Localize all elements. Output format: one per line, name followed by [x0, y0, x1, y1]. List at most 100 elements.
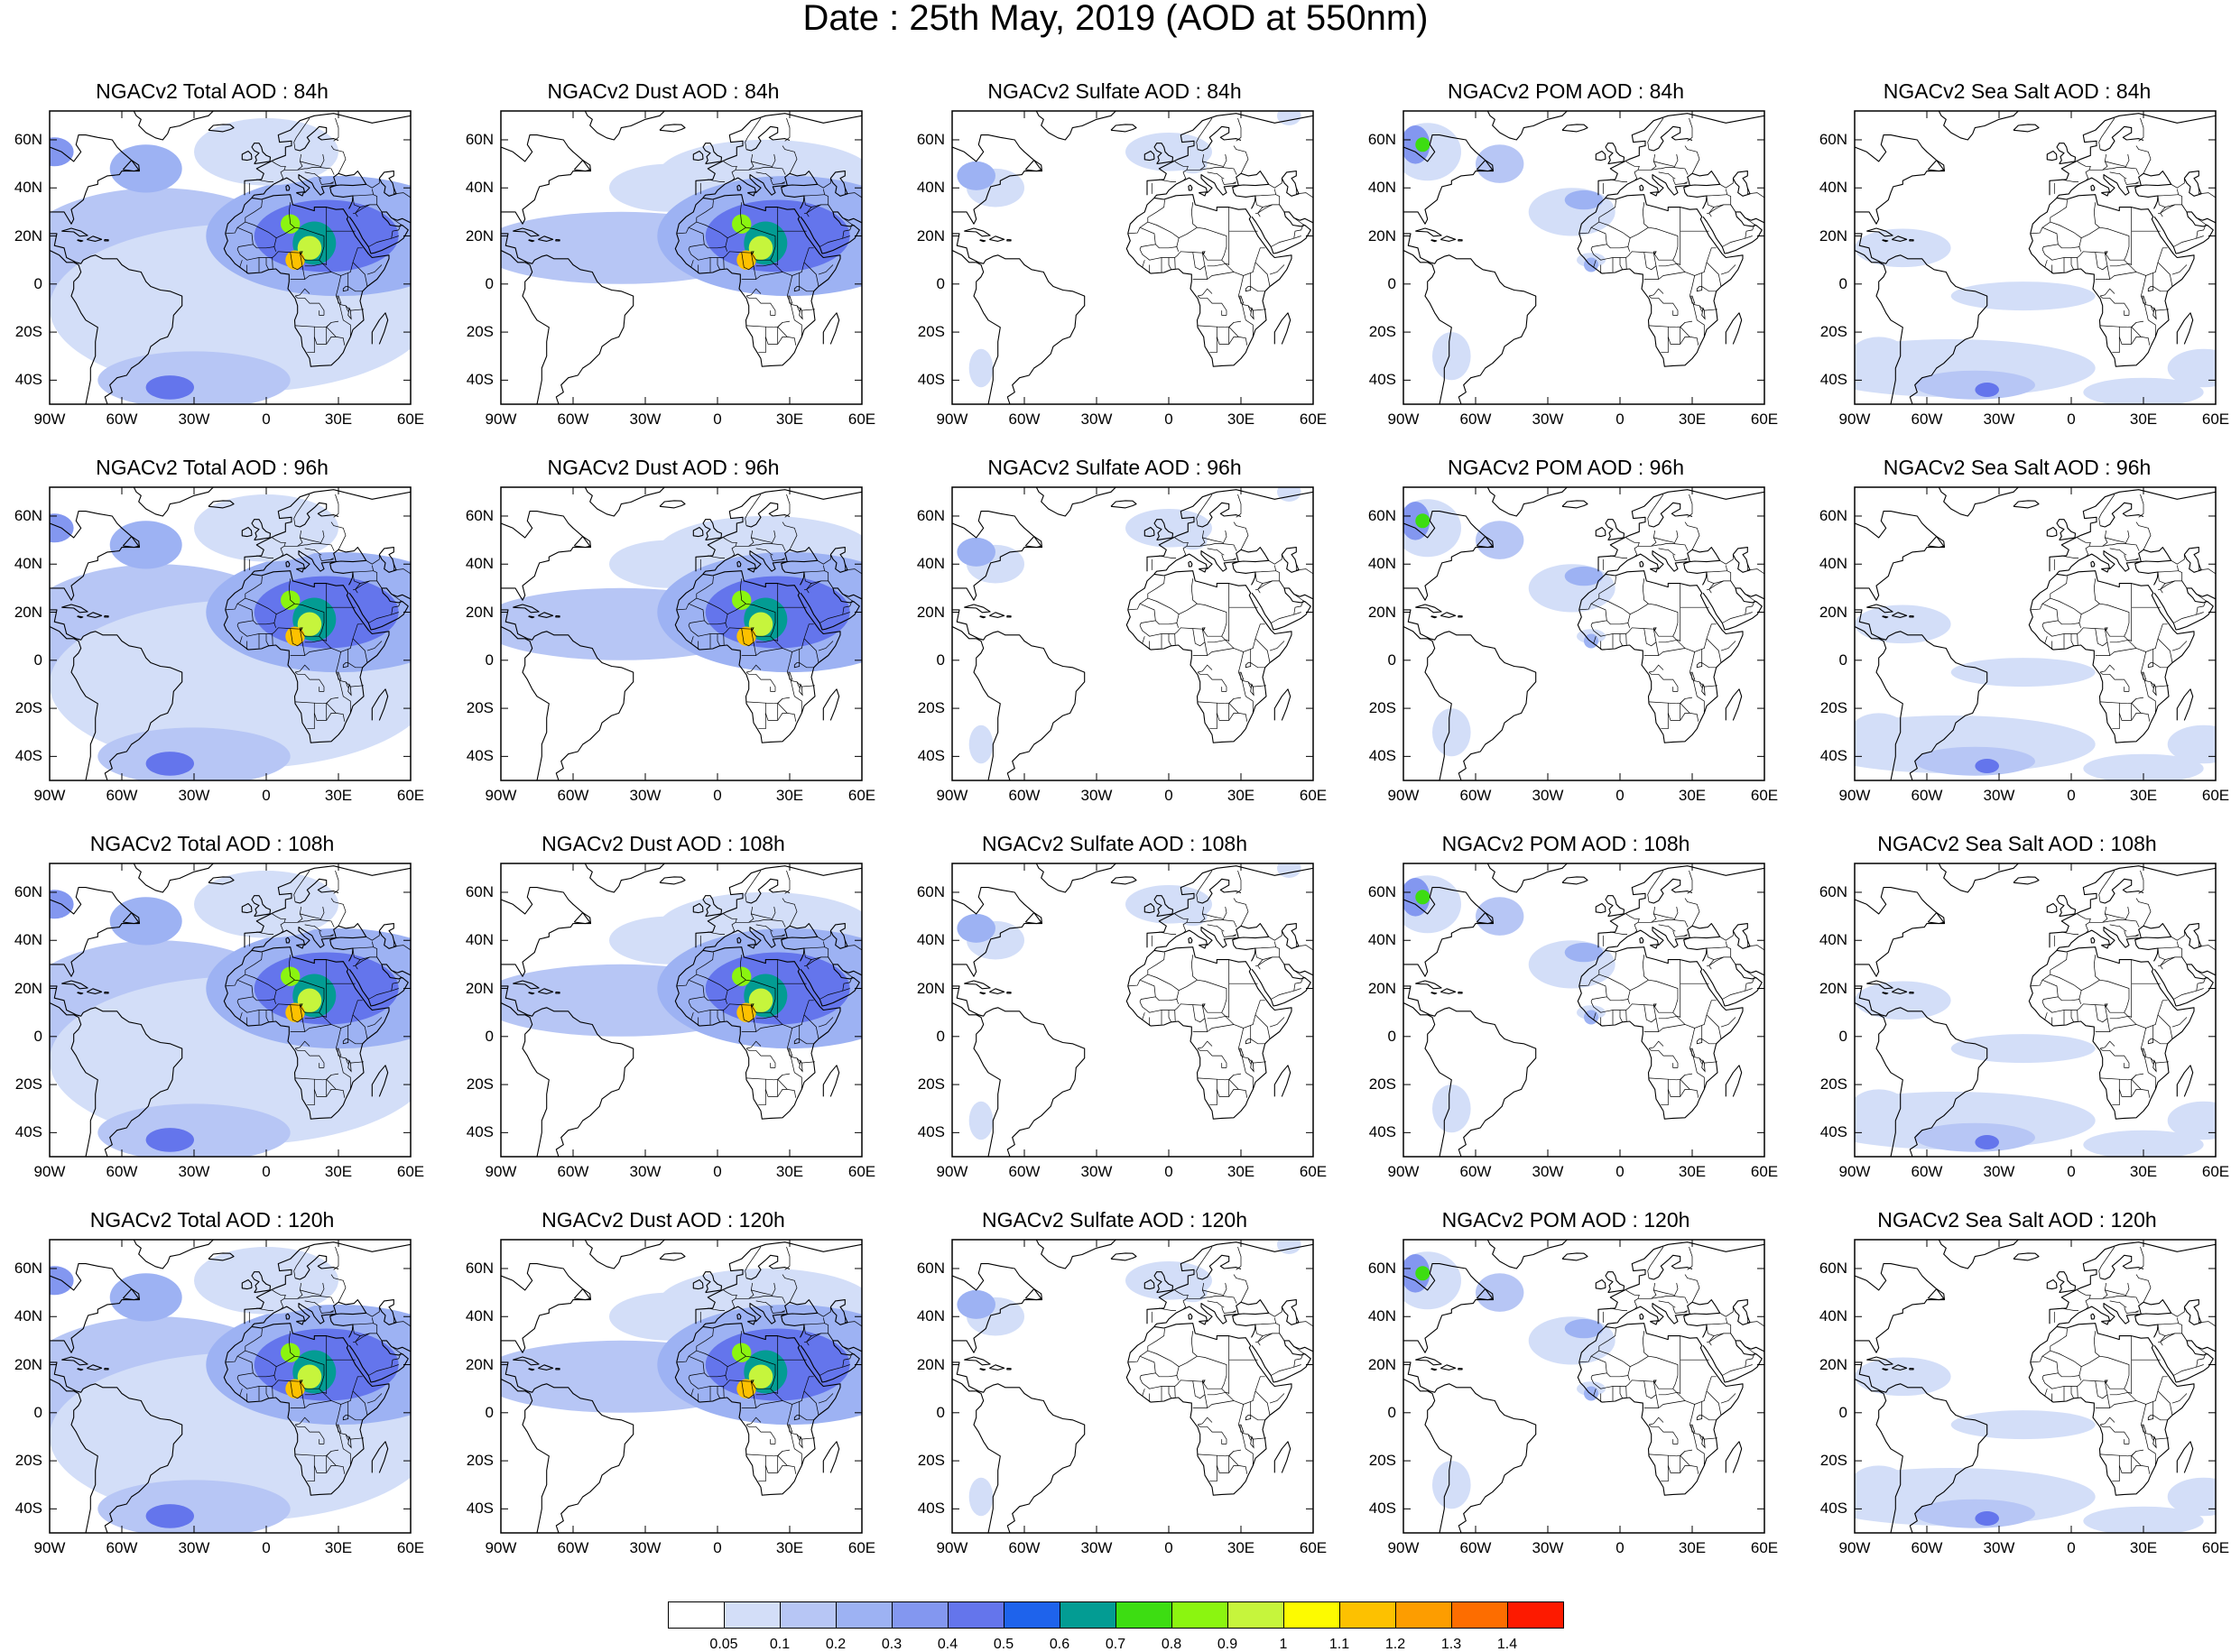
country-border	[2157, 1317, 2180, 1325]
country-border	[366, 264, 383, 275]
aod-field-region	[1855, 981, 1951, 1020]
lon-tick-label: 0	[262, 411, 271, 428]
map-plot-area	[951, 110, 1314, 405]
coastline	[371, 1441, 389, 1473]
country-border	[304, 924, 322, 932]
country-border	[2196, 217, 2209, 227]
coastline	[573, 1288, 592, 1301]
country-border	[817, 1306, 831, 1317]
country-border	[245, 597, 277, 628]
lat-tick-label: 20N	[916, 226, 945, 245]
coastline	[1153, 1271, 1174, 1294]
coastline	[1035, 111, 1116, 141]
map-plot-area	[500, 1239, 863, 1534]
coastline	[1486, 111, 1568, 141]
lat-tick-label: 40S	[1819, 1500, 1847, 1518]
country-border	[1228, 337, 1239, 345]
coastline	[1006, 1367, 1012, 1371]
lat-tick-label: 40N	[916, 931, 945, 949]
coastline	[285, 184, 291, 191]
country-border	[1658, 548, 1676, 556]
lat-tick-label: 40N	[1367, 179, 1396, 197]
country-border	[731, 541, 737, 558]
country-border	[781, 1310, 785, 1313]
country-border	[741, 1380, 757, 1408]
country-border	[1268, 1306, 1282, 1317]
lake-outline	[2147, 1415, 2154, 1421]
coastline	[1153, 143, 1174, 165]
coastline	[1597, 489, 1764, 572]
aod-field-region	[1476, 521, 1524, 559]
coastline	[61, 980, 88, 990]
country-border	[745, 870, 762, 902]
coastline	[528, 992, 535, 995]
lon-tick-label: 60E	[847, 1539, 876, 1556]
coastline	[822, 1441, 840, 1473]
coastline	[1143, 1278, 1155, 1290]
country-border	[690, 636, 694, 644]
coastline	[1188, 184, 1193, 191]
panel-title: NGACv2 Total AOD : 84h	[96, 79, 329, 103]
country-border	[1687, 494, 1693, 518]
country-border	[2171, 930, 2185, 941]
lat-tick-label: 0	[33, 1027, 42, 1045]
coastline	[1415, 227, 1442, 237]
country-border	[1638, 906, 1657, 923]
coastline	[800, 964, 862, 1007]
lat-tick-label: 40N	[465, 1307, 494, 1325]
aod-field-region	[1277, 487, 1301, 502]
lon-tick-label: 90W	[1387, 787, 1420, 804]
lake-outline	[750, 251, 754, 255]
coastline	[244, 1241, 411, 1324]
country-border	[1159, 1307, 1176, 1311]
country-border	[1642, 964, 1657, 982]
coastline	[800, 211, 862, 254]
country-border	[1197, 1417, 1213, 1426]
coastline	[1199, 191, 1208, 197]
country-border	[245, 1328, 263, 1347]
country-border	[2050, 1328, 2068, 1347]
country-border	[806, 204, 821, 217]
colorbar-label: 0.5	[993, 1637, 1014, 1652]
country-border	[1207, 171, 1225, 180]
coastline	[2056, 547, 2172, 586]
country-border	[2125, 543, 2140, 551]
country-border	[2135, 898, 2152, 927]
coastline	[2028, 194, 2195, 367]
country-border	[690, 1012, 694, 1020]
country-border	[2109, 272, 2137, 280]
country-border	[2089, 153, 2108, 171]
country-border	[304, 1391, 325, 1396]
aod-field-region	[1178, 153, 1208, 174]
country-border	[770, 310, 775, 316]
country-border	[1692, 1433, 1705, 1466]
country-border	[1190, 578, 1194, 588]
country-border	[1687, 1246, 1693, 1270]
country-border	[352, 1317, 375, 1325]
lake-outline	[1250, 307, 1254, 320]
lake-outline	[793, 1038, 801, 1045]
country-border	[276, 1355, 295, 1368]
coastline	[87, 612, 103, 618]
country-border	[272, 537, 282, 543]
coastline	[674, 946, 841, 1120]
country-border	[2135, 145, 2152, 174]
map-frame	[951, 486, 1314, 781]
aod-field-region	[1432, 1461, 1471, 1509]
country-border	[790, 304, 802, 337]
lat-tick-label: 20N	[916, 979, 945, 997]
coastline	[1197, 878, 1242, 904]
aod-field-region	[1975, 1135, 1999, 1149]
country-border	[294, 1449, 339, 1457]
map-frame	[951, 110, 1314, 405]
lake-outline	[342, 1415, 349, 1421]
country-border	[2135, 521, 2152, 550]
aod-field-region	[97, 1103, 291, 1157]
lon-tick-label: 30W	[178, 1539, 210, 1556]
country-border	[2105, 537, 2126, 543]
country-border	[739, 964, 754, 982]
map-panel: NGACv2 Sea Salt AOD : 120h 60N 40N 20N 0 20S 4…	[1810, 1208, 2229, 1574]
lon-tick-label: 90W	[485, 787, 517, 804]
country-border	[368, 1364, 399, 1376]
country-border	[1720, 641, 1736, 651]
